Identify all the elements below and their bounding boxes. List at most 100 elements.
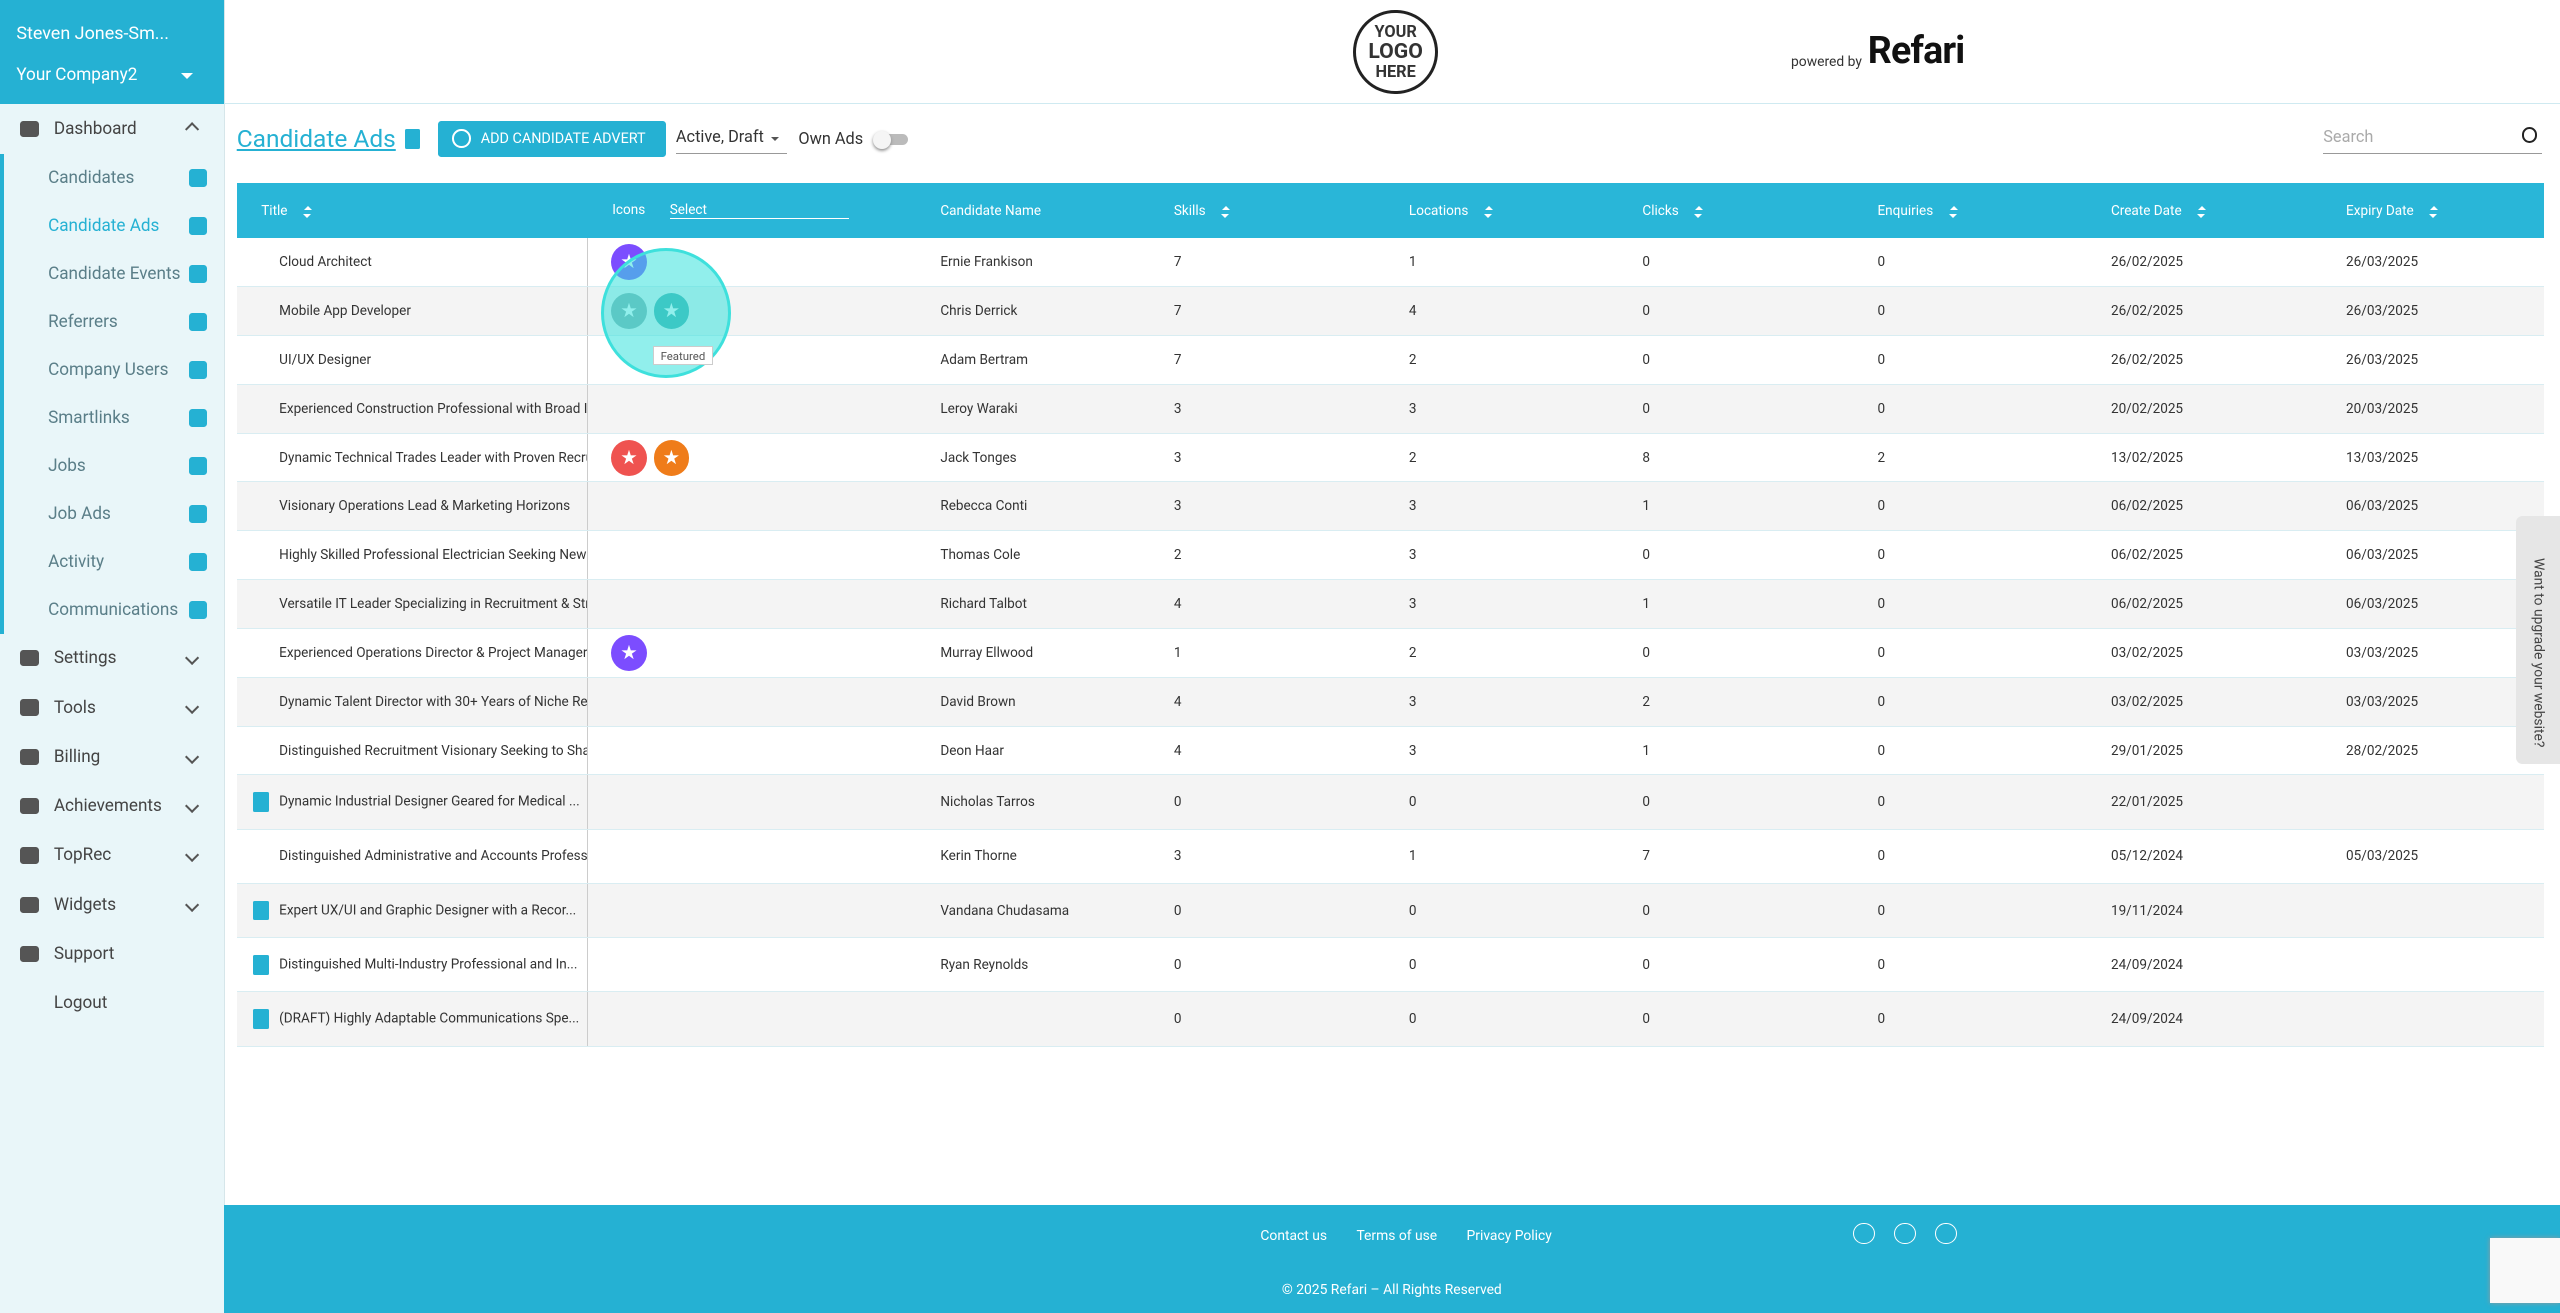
table-cell: Rebecca Conti xyxy=(927,481,1161,532)
table-cell: 1 xyxy=(1629,579,1865,629)
table-row[interactable]: Dynamic Talent Director with 30+ Years o… xyxy=(236,677,2544,727)
icons-select[interactable]: Select xyxy=(669,202,850,220)
column-header[interactable]: Clicks xyxy=(1629,182,1865,239)
table-cell: 8 xyxy=(1629,433,1865,483)
column-header[interactable]: Candidate Name xyxy=(927,182,1161,239)
table-cell: UI/UX Designer xyxy=(236,335,588,385)
cell-text: 7 xyxy=(1173,351,1182,368)
cell-text: 06/02/2025 xyxy=(2110,596,2184,613)
table-cell: 0 xyxy=(1160,991,1396,1047)
nav-item[interactable]: Candidates xyxy=(0,153,224,202)
add-button[interactable]: ADD CANDIDATE ADVERT xyxy=(437,120,667,157)
table-cell: Murray Ellwood xyxy=(927,628,1161,678)
table-row[interactable]: Visionary Operations Lead & Marketing Ho… xyxy=(236,481,2544,532)
cell-text: Dynamic Industrial Designer Geared for M… xyxy=(279,793,580,810)
table-row[interactable]: Versatile IT Leader Specializing in Recr… xyxy=(236,579,2544,629)
table-row[interactable]: (DRAFT) Highly Adaptable Communications … xyxy=(236,991,2544,1047)
column-header[interactable]: Skills xyxy=(1160,182,1396,239)
table-row[interactable]: Dynamic Technical Trades Leader with Pro… xyxy=(236,433,2544,483)
nav-item[interactable]: Referrers xyxy=(0,297,224,346)
footer-link[interactable]: Privacy Policy xyxy=(1466,1227,1552,1244)
column-header[interactable]: Title xyxy=(236,182,588,239)
nav-item[interactable]: Candidate Ads xyxy=(0,201,224,250)
cell-text: 7 xyxy=(1173,303,1182,320)
column-header[interactable]: Enquiries xyxy=(1864,182,2098,239)
table-row[interactable]: Cloud Architect★Ernie Frankison710026/02… xyxy=(236,238,2544,288)
column-header[interactable]: Create Date xyxy=(2097,182,2333,239)
column-header[interactable]: Locations xyxy=(1395,182,1630,239)
table-cell xyxy=(927,991,1161,1047)
cell-text: 0 xyxy=(1877,1010,1886,1027)
table-cell: 1 xyxy=(1629,481,1865,532)
cell-text: 05/12/2024 xyxy=(2110,848,2184,865)
nav-item[interactable]: Logout xyxy=(0,979,224,1028)
table-row[interactable]: Distinguished Multi-Industry Professiona… xyxy=(236,937,2544,993)
cell-text: 3 xyxy=(1173,848,1182,865)
nav-item[interactable]: Smartlinks xyxy=(0,393,224,442)
nav-item[interactable]: Activity xyxy=(0,537,224,586)
table-row[interactable]: UI/UX Designer Adam Bertram 7 2 0 0 26/02/2025… xyxy=(236,335,2544,385)
nav-item[interactable]: Company Users xyxy=(0,345,224,394)
table-cell: 2 xyxy=(1395,335,1630,385)
nav-item[interactable]: Communications xyxy=(0,585,224,634)
company-select[interactable]: Your Company2 xyxy=(16,65,138,86)
nav-item[interactable]: Achievements xyxy=(0,782,224,831)
nav-item[interactable]: Support xyxy=(0,929,224,978)
footer-link[interactable]: Contact us xyxy=(1260,1227,1328,1244)
ad-icon: ★ xyxy=(653,439,690,476)
table-cell: 3 xyxy=(1395,384,1630,434)
nav-item[interactable]: Jobs xyxy=(0,441,224,490)
table-row[interactable]: Highly Skilled Professional Electrician … xyxy=(236,530,2544,581)
chevron xyxy=(185,798,200,814)
cell-text: Chris Derrick xyxy=(940,303,1018,320)
nav-label: Referrers xyxy=(48,311,118,332)
footer: Contact us Terms of use Privacy Policy © 2… xyxy=(223,1204,2560,1313)
table-cell: Adam Bertram xyxy=(927,335,1161,385)
table-cell: 28/02/2025 xyxy=(2333,726,2544,776)
table-row[interactable]: Mobile App Developer★★Chris Derrick74002… xyxy=(236,286,2544,336)
nav-item[interactable]: Billing xyxy=(0,732,224,781)
nav-item[interactable]: Candidate Events xyxy=(0,249,224,298)
nav-item[interactable]: Tools xyxy=(0,683,224,732)
table-cell: Dynamic Technical Trades Leader with Pro… xyxy=(236,433,588,483)
nav-item[interactable]: Job Ads xyxy=(0,489,224,538)
nav-item[interactable]: Settings xyxy=(0,634,224,683)
cell-text: 0 xyxy=(1642,794,1651,811)
table-cell: 3 xyxy=(1395,481,1630,532)
table-cell: 3 xyxy=(1395,579,1630,629)
social xyxy=(1853,1222,1957,1245)
table-cell: Cloud Architect xyxy=(236,238,588,288)
table-cell: 26/02/2025 xyxy=(2097,238,2333,288)
table-cell: 0 xyxy=(1629,238,1865,288)
nav-icon xyxy=(19,699,40,716)
table-cell: 4 xyxy=(1160,726,1396,776)
nav-item[interactable]: Widgets xyxy=(0,880,224,929)
table-body: Cloud Architect ★ Ernie Frankison 7 1 0 0 26/02… xyxy=(236,238,2544,1047)
table-row[interactable]: Experienced Construction Professional wi… xyxy=(236,384,2544,434)
table-cell: 0 xyxy=(1160,883,1396,939)
toggle[interactable] xyxy=(873,130,908,149)
table-cell: 0 xyxy=(1864,937,2098,993)
table-row[interactable]: Distinguished Recruitment Visionary Seek… xyxy=(236,726,2544,776)
cell-text: 06/03/2025 xyxy=(2346,498,2419,515)
footer-link[interactable]: Terms of use xyxy=(1356,1227,1438,1244)
search[interactable]: Search xyxy=(2323,127,2543,155)
cell-text: 3 xyxy=(1408,498,1417,515)
table-row[interactable]: Dynamic Industrial Designer Geared for M… xyxy=(236,774,2544,830)
column-header[interactable]: Icons Select xyxy=(587,182,928,239)
user-name[interactable]: Steven Jones-Sm... xyxy=(16,22,170,44)
table-row[interactable]: Expert UX/UI and Graphic Designer with a… xyxy=(236,883,2544,939)
nav-item[interactable]: TopRec xyxy=(0,831,224,880)
nav-item[interactable]: Dashboard xyxy=(0,104,224,153)
cell-text: 1 xyxy=(1408,254,1417,271)
table-cell: Vandana Chudasama xyxy=(927,883,1161,939)
cell-text: 0 xyxy=(1877,498,1886,515)
cell-text: 19/11/2024 xyxy=(2110,902,2184,919)
side-tab[interactable]: Want to upgrade your website? xyxy=(2515,515,2560,765)
status-filter[interactable]: Active, Draft xyxy=(675,127,787,155)
table-row[interactable]: Experienced Operations Director & Projec… xyxy=(236,628,2544,678)
cell-text: Dynamic Talent Director with 30+ Years o… xyxy=(279,693,588,710)
column-header[interactable]: Expiry Date xyxy=(2333,182,2544,239)
brand: Refari xyxy=(1867,29,1965,74)
table-row[interactable]: Distinguished Administrative and Account… xyxy=(236,829,2544,884)
